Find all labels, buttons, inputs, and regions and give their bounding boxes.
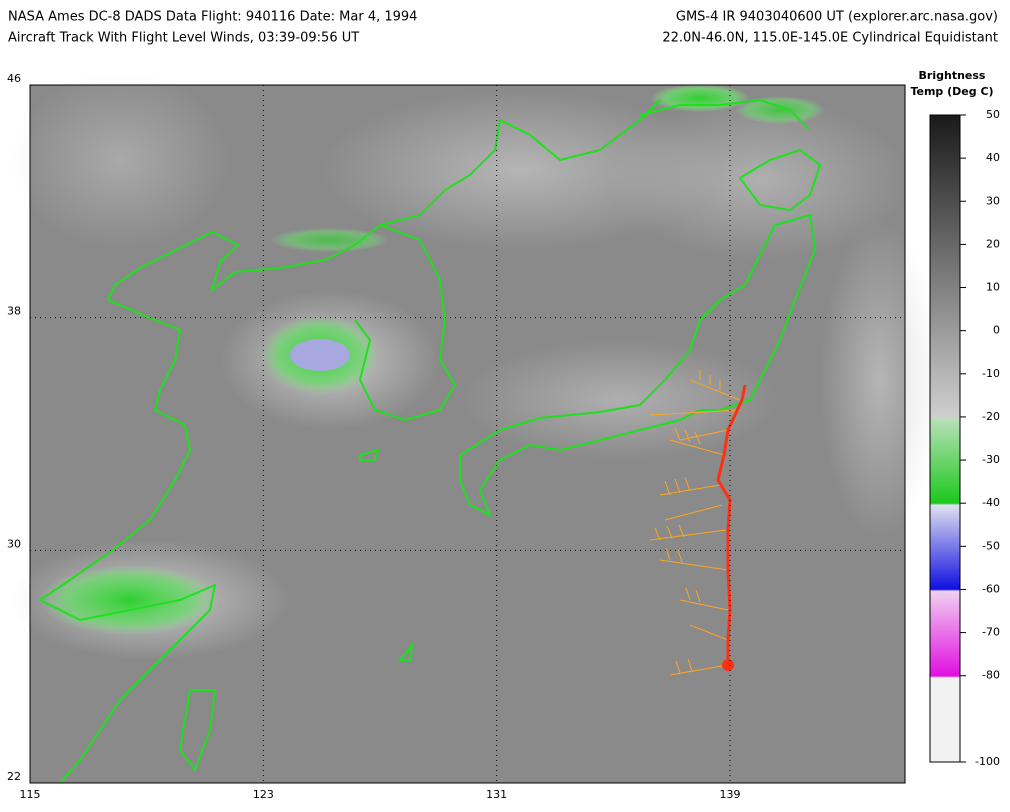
colorbar-tick-label: -100 bbox=[975, 755, 1000, 768]
lon-tick-label: 115 bbox=[20, 788, 41, 801]
colorbar-tick-label: -10 bbox=[982, 367, 1000, 380]
map-frame bbox=[29, 84, 906, 784]
colorbar-tick-label: 10 bbox=[986, 281, 1000, 294]
colorbar-title-2: Temp (Deg C) bbox=[910, 85, 993, 98]
colorbar-title-1: Brightness bbox=[919, 69, 986, 82]
colorbar-tick-label: 50 bbox=[986, 108, 1000, 121]
header-right-1: GMS-4 IR 9403040600 UT (explorer.arc.nas… bbox=[676, 10, 998, 25]
lat-tick-label: 30 bbox=[7, 537, 21, 550]
lon-tick-label: 123 bbox=[253, 788, 274, 801]
colorbar-tick-label: -70 bbox=[982, 626, 1000, 639]
lon-tick-label: 139 bbox=[720, 788, 741, 801]
track-start bbox=[722, 659, 734, 671]
header-right-2: 22.0N-46.0N, 115.0E-145.0E Cylindrical E… bbox=[662, 31, 998, 46]
colorbar-tick-label: 30 bbox=[986, 194, 1000, 207]
header-left-2: Aircraft Track With Flight Level Winds, … bbox=[8, 31, 359, 46]
wind-barbs bbox=[649, 370, 741, 676]
colorbar-tick-label: -80 bbox=[982, 669, 1000, 682]
colorbar-tick-label: -30 bbox=[982, 453, 1000, 466]
colorbar-ramp bbox=[929, 114, 961, 763]
colorbar-tick-label: 40 bbox=[986, 151, 1000, 164]
lat-tick-label: 38 bbox=[7, 305, 21, 318]
lon-tick-label: 131 bbox=[486, 788, 507, 801]
satellite-image bbox=[10, 70, 940, 783]
colorbar-tick-label: -40 bbox=[982, 496, 1000, 509]
colorbar-tick-label: -60 bbox=[982, 582, 1000, 595]
header-left-1: NASA Ames DC-8 DADS Data Flight: 940116 … bbox=[8, 10, 417, 25]
colorbar-tick-label: -20 bbox=[982, 410, 1000, 423]
lat-tick-label: 22 bbox=[7, 770, 21, 783]
coastlines bbox=[39, 98, 822, 784]
colorbar-tick-label: 0 bbox=[993, 324, 1000, 337]
colorbar: Brightness Temp (Deg C) bbox=[910, 69, 994, 763]
lat-tick-label: 46 bbox=[7, 72, 21, 85]
colorbar-tick-label: 20 bbox=[986, 237, 1000, 250]
colorbar-tick-label: -50 bbox=[982, 539, 1000, 552]
header: NASA Ames DC-8 DADS Data Flight: 940116 … bbox=[8, 10, 998, 46]
